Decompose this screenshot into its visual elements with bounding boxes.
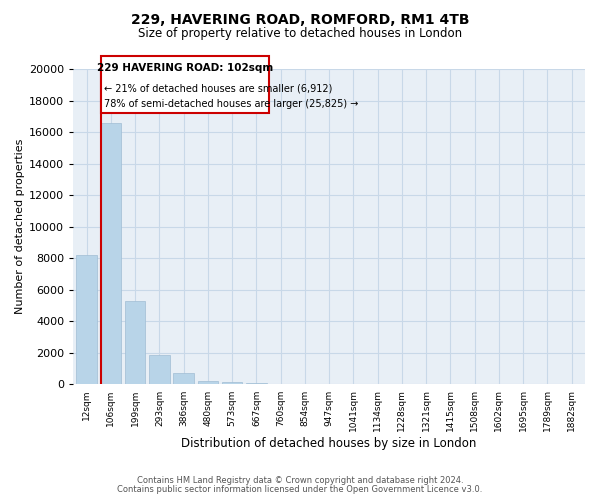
Text: 78% of semi-detached houses are larger (25,825) →: 78% of semi-detached houses are larger (…	[104, 99, 359, 109]
Bar	[246, 383, 267, 384]
Bar	[149, 356, 170, 384]
Text: Contains public sector information licensed under the Open Government Licence v3: Contains public sector information licen…	[118, 484, 482, 494]
Bar	[173, 372, 194, 384]
Text: 229 HAVERING ROAD: 102sqm: 229 HAVERING ROAD: 102sqm	[97, 64, 273, 74]
Bar	[125, 301, 145, 384]
X-axis label: Distribution of detached houses by size in London: Distribution of detached houses by size …	[181, 437, 477, 450]
FancyBboxPatch shape	[101, 56, 269, 113]
Bar	[222, 382, 242, 384]
Y-axis label: Number of detached properties: Number of detached properties	[15, 139, 25, 314]
Text: Size of property relative to detached houses in London: Size of property relative to detached ho…	[138, 28, 462, 40]
Bar	[197, 380, 218, 384]
Text: Contains HM Land Registry data © Crown copyright and database right 2024.: Contains HM Land Registry data © Crown c…	[137, 476, 463, 485]
Text: 229, HAVERING ROAD, ROMFORD, RM1 4TB: 229, HAVERING ROAD, ROMFORD, RM1 4TB	[131, 12, 469, 26]
Bar	[101, 122, 121, 384]
Bar	[76, 255, 97, 384]
Text: ← 21% of detached houses are smaller (6,912): ← 21% of detached houses are smaller (6,…	[104, 83, 333, 93]
